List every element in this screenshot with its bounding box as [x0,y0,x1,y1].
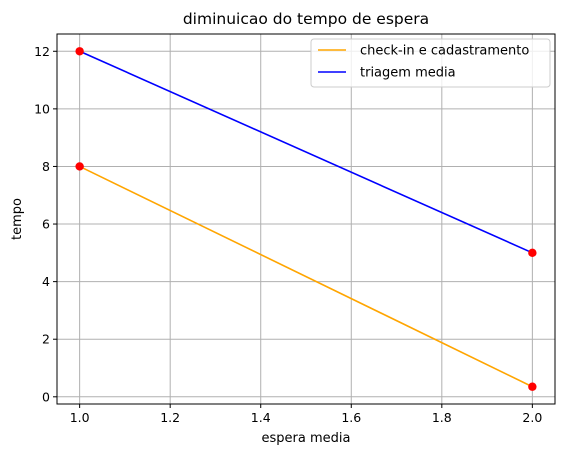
x-tick-label: 1.2 [160,410,180,425]
y-tick-label: 8 [42,159,50,174]
data-points [75,47,537,391]
x-tick-label: 1.8 [432,410,452,425]
data-point [528,382,537,391]
series-lines [79,50,533,388]
x-tick-label: 1.0 [70,410,90,425]
series-line-2 [79,50,533,254]
chart-title: diminuicao do tempo de espera [183,10,429,28]
data-point [75,162,84,171]
x-tick-label: 1.6 [341,410,361,425]
plot-frame [56,33,556,405]
x-tick-label: 2.0 [522,410,542,425]
x-tick-label: 1.4 [251,410,271,425]
legend-label: check-in e cadastramento [360,44,529,59]
y-tick-label: 0 [42,389,50,404]
grid [57,34,555,404]
y-tick-label: 2 [42,332,50,347]
y-tick-label: 6 [42,217,50,232]
x-axis-ticks: 1.0 1.2 1.4 1.6 1.8 2.0 [70,404,542,425]
legend: check-in e cadastramento triagem media [310,38,551,88]
y-axis-ticks: 0 2 4 6 8 10 12 [34,44,57,404]
legend-box [310,38,551,88]
y-tick-label: 10 [34,101,50,116]
x-axis-label: espera media [262,431,351,446]
legend-label: triagem media [360,66,456,81]
data-point [75,47,84,56]
y-axis-label: tempo [10,198,25,240]
y-tick-label: 12 [34,44,50,59]
data-point [528,248,537,258]
y-tick-label: 4 [42,274,50,289]
series-line-1 [79,165,533,388]
